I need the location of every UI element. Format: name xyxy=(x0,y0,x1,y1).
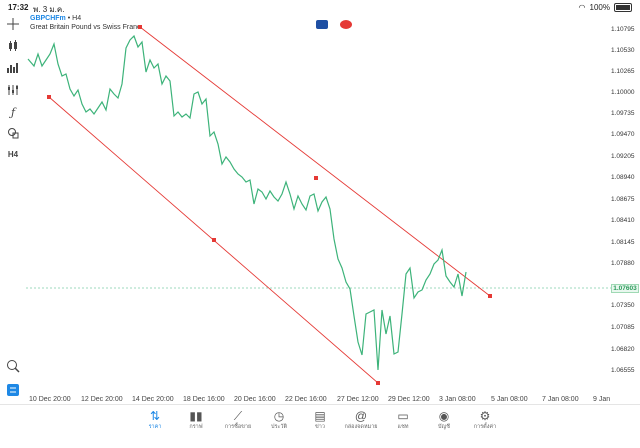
quotes-icon: ⇅ xyxy=(149,409,161,423)
channel-handle[interactable] xyxy=(212,238,216,242)
gb-flag-icon xyxy=(316,20,328,29)
ch-flag-icon xyxy=(340,20,352,29)
crosshair-icon[interactable] xyxy=(5,16,21,32)
channel-handle[interactable] xyxy=(47,95,51,99)
current-price-badge: 1.07603 xyxy=(611,284,639,293)
tab-history[interactable]: ◷ ประวัติ xyxy=(259,409,299,431)
price-tick: 1.10265 xyxy=(611,68,635,75)
symbol-timeframe: H4 xyxy=(72,15,82,22)
tab-chart[interactable]: ▮▮ กราฟ xyxy=(176,409,216,431)
function-icon[interactable]: ƒ xyxy=(10,105,16,119)
time-tick: 3 Jan 08:00 xyxy=(439,396,476,403)
status-date: พ. 3 ม.ค. xyxy=(33,5,65,14)
account-icon: ◉ xyxy=(438,409,450,423)
tab-settings[interactable]: ⚙ การตั้งค่า xyxy=(465,409,505,431)
price-chart[interactable] xyxy=(26,14,611,396)
symbol-header: GBPCHFm • H4 xyxy=(30,15,81,22)
tab-label: ประวัติ xyxy=(270,424,288,430)
separator-dot: • xyxy=(67,15,73,22)
trade-switch-icon[interactable] xyxy=(6,383,20,397)
time-tick: 18 Dec 16:00 xyxy=(183,396,225,403)
left-toolbar: ƒ H4 xyxy=(0,14,26,406)
history-icon: ◷ xyxy=(273,409,285,423)
tab-mailbox[interactable]: @ กล่องจดหมาย xyxy=(341,409,381,431)
trade-icon: ⟋ xyxy=(233,409,243,423)
tab-label: กราฟ xyxy=(189,424,203,430)
time-tick: 14 Dec 20:00 xyxy=(132,396,174,403)
price-tick: 1.08675 xyxy=(611,196,635,203)
news-icon: ▤ xyxy=(314,409,326,423)
objects-icon[interactable] xyxy=(5,82,21,98)
time-tick: 22 Dec 16:00 xyxy=(285,396,327,403)
shapes-icon[interactable] xyxy=(5,125,21,141)
tab-label: กล่องจดหมาย xyxy=(344,424,378,430)
chat-icon: ▭ xyxy=(397,409,409,423)
settings-icon: ⚙ xyxy=(479,409,491,423)
time-tick: 9 Jan 08:00 xyxy=(593,396,611,403)
wifi-icon: ◠ xyxy=(578,3,586,12)
price-tick: 1.06820 xyxy=(611,346,635,353)
channel-handle[interactable] xyxy=(138,25,142,29)
mail-icon: @ xyxy=(354,409,368,423)
price-tick: 1.10795 xyxy=(611,26,635,33)
price-tick: 1.07350 xyxy=(611,302,635,309)
channel-handle[interactable] xyxy=(376,381,380,385)
status-right: ◠ 100% xyxy=(579,3,632,12)
bottom-tab-bar: ⇅ ราคา ▮▮ กราฟ ⟋ การซื้อขาย ◷ ประวัติ ▤ … xyxy=(0,404,640,448)
time-tick: 20 Dec 16:00 xyxy=(234,396,276,403)
symbol-name: GBPCHFm xyxy=(30,15,66,22)
status-time: 17:32 xyxy=(8,3,29,12)
timeframe-button[interactable]: H4 xyxy=(7,149,19,159)
channel-handle[interactable] xyxy=(314,176,318,180)
battery-icon xyxy=(614,3,632,12)
tab-chat[interactable]: ▭ แชท xyxy=(383,409,423,431)
price-tick: 1.08940 xyxy=(611,174,635,181)
price-tick: 1.10530 xyxy=(611,47,635,54)
price-tick: 1.09735 xyxy=(611,110,635,117)
time-tick: 27 Dec 12:00 xyxy=(337,396,379,403)
tab-quotes[interactable]: ⇅ ราคา xyxy=(135,409,175,431)
zoom-icon[interactable] xyxy=(6,359,20,373)
chart-icon: ▮▮ xyxy=(189,409,203,423)
tab-label: ราคา xyxy=(148,424,162,430)
tab-account[interactable]: ◉ บัญชี xyxy=(424,409,464,431)
indicators-icon[interactable] xyxy=(5,60,21,76)
time-tick: 7 Jan 08:00 xyxy=(542,396,579,403)
price-tick: 1.08145 xyxy=(611,239,635,246)
price-tick: 1.07880 xyxy=(611,260,635,267)
price-tick: 1.06555 xyxy=(611,367,635,374)
tab-label: การตั้งค่า xyxy=(473,424,497,430)
price-tick: 1.09205 xyxy=(611,153,635,160)
time-tick: 29 Dec 12:00 xyxy=(388,396,430,403)
status-bar: 17:32 พ. 3 ม.ค. ◠ 100% xyxy=(0,0,640,14)
price-tick: 1.10000 xyxy=(611,89,635,96)
symbol-description: Great Britain Pound vs Swiss Franc xyxy=(30,24,141,31)
channel-handle[interactable] xyxy=(488,294,492,298)
tab-news[interactable]: ▤ ข่าว xyxy=(300,409,340,431)
price-tick: 1.07085 xyxy=(611,324,635,331)
candlestick-icon[interactable] xyxy=(5,38,21,54)
time-tick: 12 Dec 20:00 xyxy=(81,396,123,403)
channel-upper-line[interactable] xyxy=(139,26,491,297)
tab-label: การซื้อขาย xyxy=(224,424,252,430)
tab-label: ข่าว xyxy=(315,424,325,430)
battery-percent: 100% xyxy=(589,3,610,12)
tab-label: แชท xyxy=(397,424,409,430)
price-tick: 1.08410 xyxy=(611,217,635,224)
time-tick: 5 Jan 08:00 xyxy=(491,396,528,403)
tab-trade[interactable]: ⟋ การซื้อขาย xyxy=(218,409,258,431)
tab-label: บัญชี xyxy=(438,424,450,430)
time-tick: 10 Dec 20:00 xyxy=(29,396,71,403)
price-tick: 1.09470 xyxy=(611,131,635,138)
price-line xyxy=(27,34,467,371)
